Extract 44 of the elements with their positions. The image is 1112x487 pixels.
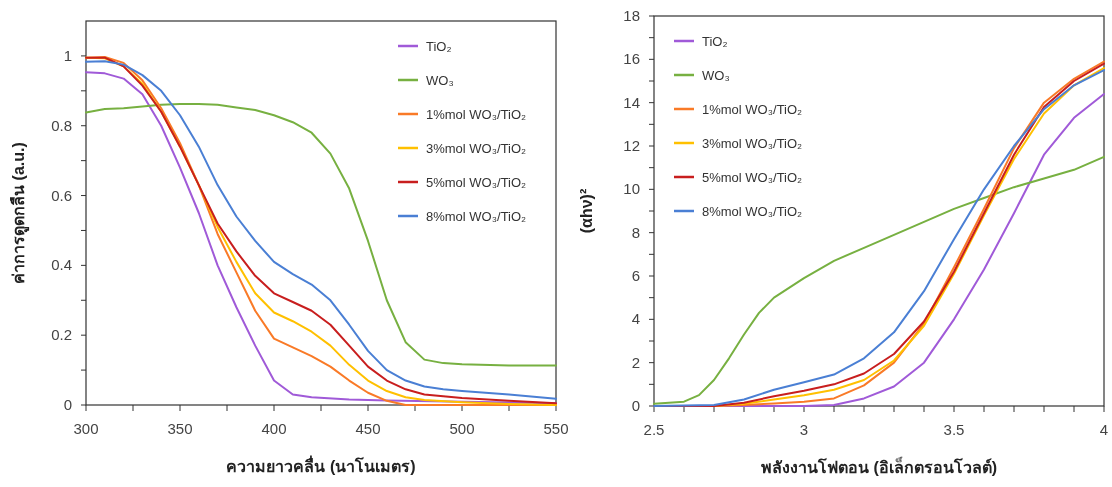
y-tick-label: 0.8 bbox=[51, 116, 72, 134]
legend-label: 3%mol WO₃/TiO₂ bbox=[702, 136, 803, 151]
x-tick-label: 4 bbox=[1099, 421, 1109, 438]
y-tick-label: 0.6 bbox=[51, 186, 72, 204]
y-tick-label: 16 bbox=[623, 50, 640, 68]
y-tick-label: 2 bbox=[631, 353, 640, 371]
legend-label: 1%mol WO₃/TiO₂ bbox=[426, 107, 527, 122]
y-tick-label: 1 bbox=[63, 46, 72, 64]
x-tick-label: 3 bbox=[799, 421, 809, 438]
x-tick-label: 550 bbox=[543, 420, 569, 437]
y-tick-label: 0 bbox=[63, 396, 72, 413]
line-series bbox=[85, 103, 557, 367]
y-tick-label: 4 bbox=[631, 310, 640, 328]
y-tick-label: 8 bbox=[631, 223, 640, 241]
y-tick-label: 6 bbox=[631, 267, 640, 284]
y-tick-label: 12 bbox=[623, 137, 640, 154]
x-tick-label: 300 bbox=[73, 420, 99, 437]
legend-label: 1%mol WO₃/TiO₂ bbox=[702, 102, 803, 117]
legend-label: 3%mol WO₃/TiO₂ bbox=[426, 141, 527, 156]
legend-label: WO₃ bbox=[426, 73, 454, 88]
y-tick-label: 10 bbox=[623, 180, 640, 198]
x-tick-label: 3.5 bbox=[943, 421, 965, 438]
legend-label: 8%mol WO₃/TiO₂ bbox=[702, 204, 803, 219]
x-axis-title: พลังงานโฟตอน (อิเล็กตรอนโวลต์) bbox=[760, 456, 998, 476]
x-tick-label: 500 bbox=[449, 420, 475, 437]
y-axis-title: (αhν)² bbox=[578, 188, 595, 234]
y-tick-label: 0 bbox=[631, 397, 640, 414]
y-tick-label: 0.2 bbox=[51, 326, 72, 344]
legend-label: TiO₂ bbox=[702, 34, 728, 49]
legend-label: 8%mol WO₃/TiO₂ bbox=[426, 209, 527, 224]
legend-label: TiO₂ bbox=[426, 39, 452, 54]
y-tick-label: 0.4 bbox=[51, 256, 72, 274]
y-axis-title: ค่าการดูดกลืน (a.u.) bbox=[10, 142, 30, 284]
x-tick-label: 400 bbox=[261, 420, 287, 437]
legend-label: 5%mol WO₃/TiO₂ bbox=[426, 175, 527, 190]
x-tick-label: 350 bbox=[167, 420, 193, 437]
legend-label: 5%mol WO₃/TiO₂ bbox=[702, 170, 803, 185]
x-tick-label: 450 bbox=[355, 420, 381, 437]
line-series bbox=[653, 155, 1105, 405]
legend-label: WO₃ bbox=[702, 68, 730, 83]
y-tick-label: 14 bbox=[623, 93, 640, 111]
x-axis-title: ความยาวคลื่น (นาโนเมตร) bbox=[226, 455, 416, 475]
x-tick-label: 2.5 bbox=[643, 421, 665, 438]
y-tick-label: 18 bbox=[623, 7, 640, 24]
